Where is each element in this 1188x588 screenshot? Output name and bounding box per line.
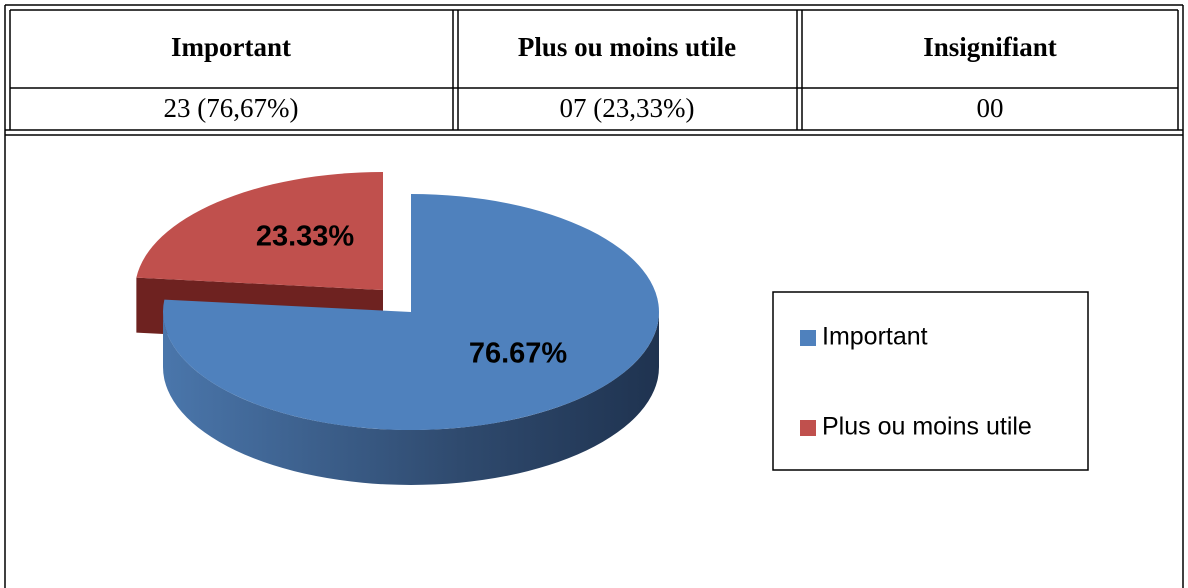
header-cell: Important: [171, 32, 291, 62]
legend-label: Plus ou moins utile: [822, 413, 1032, 441]
header-cell: Insignifiant: [923, 32, 1057, 62]
table-cell: 23 (76,67%): [164, 93, 299, 123]
table-cell: 00: [977, 93, 1004, 123]
slice-side: [163, 312, 659, 485]
legend-box: [772, 291, 1089, 471]
pie-slice: [136, 172, 383, 290]
legend-swatch: [800, 420, 816, 436]
legend-swatch: [800, 330, 816, 346]
table-cell: 07 (23,33%): [560, 93, 695, 123]
header-cell: Plus ou moins utile: [518, 32, 736, 62]
table-borders: [4, 4, 1184, 588]
data-label: 76.67%: [469, 338, 568, 370]
data-label: 23.33%: [256, 221, 355, 253]
pie-slice: [162, 194, 659, 430]
legend-label: Important: [822, 323, 928, 351]
